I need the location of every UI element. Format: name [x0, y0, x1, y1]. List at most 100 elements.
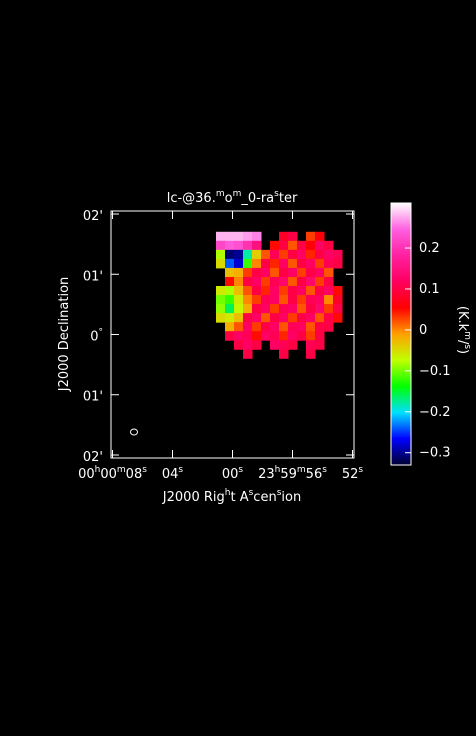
- colorbar-tick-label: 0.1: [419, 281, 440, 296]
- raster-cell: [279, 331, 289, 341]
- raster-cell: [279, 286, 289, 296]
- raster-cell: [315, 295, 325, 305]
- raster-cell: [306, 313, 316, 323]
- raster-cell: [225, 322, 235, 332]
- raster-cell: [225, 249, 235, 260]
- raster-cell: [243, 267, 253, 278]
- raster-cell: [243, 304, 253, 314]
- raster-cell: [270, 304, 280, 314]
- raster-cell: [288, 304, 298, 314]
- raster-cell: [270, 340, 280, 350]
- colorbar-tick-label: 0.2: [419, 241, 440, 256]
- colorbar-tick-label: −0.2: [419, 404, 451, 419]
- raster-cell: [216, 231, 226, 242]
- raster-cell: [288, 340, 298, 350]
- x-tick-label: 00s: [222, 465, 244, 482]
- raster-cell: [324, 322, 334, 332]
- raster-cell: [288, 240, 298, 251]
- raster-cell: [225, 267, 235, 278]
- raster-cell: [315, 240, 325, 251]
- raster-cell: [288, 295, 298, 305]
- raster-cell: [252, 331, 262, 341]
- raster-cell: [315, 249, 325, 260]
- colorbar-tick-label: −0.1: [419, 363, 451, 378]
- raster-cell: [270, 267, 280, 278]
- raster-cell: [324, 304, 334, 314]
- raster-cell: [243, 322, 253, 332]
- raster-cell: [225, 276, 235, 287]
- raster-cell: [225, 295, 235, 305]
- raster-cell: [261, 286, 271, 296]
- raster-cell: [306, 340, 316, 350]
- raster-cell: [324, 286, 334, 296]
- raster-cell: [234, 286, 244, 296]
- raster-cell: [279, 267, 289, 278]
- raster-cell: [252, 240, 262, 251]
- raster-cell: [243, 340, 253, 350]
- raster-cell: [252, 304, 262, 314]
- raster-cell: [261, 258, 271, 269]
- raster-cell: [288, 331, 298, 341]
- raster-cell: [270, 295, 280, 305]
- raster-cell: [243, 349, 253, 359]
- y-axis-label: J2000 Declination: [57, 277, 72, 393]
- raster-cell: [306, 267, 316, 278]
- raster-cell: [234, 276, 244, 287]
- raster-cell: [315, 231, 325, 242]
- raster-cell: [279, 340, 289, 350]
- raster-cell: [234, 249, 244, 260]
- raster-cell: [279, 349, 289, 359]
- raster-cell: [315, 276, 325, 287]
- raster-cell: [297, 240, 307, 251]
- raster-cell: [306, 249, 316, 260]
- raster-cell: [261, 267, 271, 278]
- raster-cell: [279, 322, 289, 332]
- raster-cell: [333, 249, 343, 260]
- raster-cell: [243, 313, 253, 323]
- raster-cell: [297, 276, 307, 287]
- raster-cell: [315, 258, 325, 269]
- raster-cell: [279, 231, 289, 242]
- colorbar-tick-label: −0.3: [419, 445, 451, 460]
- raster-cell: [279, 304, 289, 314]
- raster-cell: [288, 322, 298, 332]
- raster-cell: [306, 349, 316, 359]
- raster-cell: [333, 258, 343, 269]
- raster-cell: [297, 267, 307, 278]
- raster-cell: [306, 322, 316, 332]
- raster-cell: [306, 304, 316, 314]
- raster-cell: [234, 267, 244, 278]
- raster-cell: [333, 295, 343, 305]
- raster-cell: [270, 286, 280, 296]
- raster-cell: [243, 258, 253, 269]
- raster-cell: [279, 249, 289, 260]
- raster-cell: [333, 286, 343, 296]
- raster-cell: [279, 313, 289, 323]
- raster-cell: [306, 276, 316, 287]
- raster-cell: [306, 258, 316, 269]
- x-tick-label: 04s: [162, 465, 184, 482]
- raster-cell: [216, 304, 226, 314]
- raster-cell: [297, 304, 307, 314]
- raster-cell: [297, 322, 307, 332]
- raster-cell: [234, 313, 244, 323]
- x-tick-label: 00h00m08s: [78, 465, 147, 482]
- raster-cell: [261, 276, 271, 287]
- raster-cell: [243, 231, 253, 242]
- raster-cell: [261, 313, 271, 323]
- raster-cell: [252, 295, 262, 305]
- raster-cell: [261, 322, 271, 332]
- raster-cell: [270, 240, 280, 251]
- raster-cell: [252, 276, 262, 287]
- raster-cell: [297, 249, 307, 260]
- raster-cell: [216, 295, 226, 305]
- raster-cell: [243, 286, 253, 296]
- raster-cell: [333, 313, 343, 323]
- raster-cell: [288, 276, 298, 287]
- raster-cell: [243, 276, 253, 287]
- raster-cell: [261, 331, 271, 341]
- raster-cell: [216, 313, 226, 323]
- raster-cell: [297, 295, 307, 305]
- raster-cell: [252, 258, 262, 269]
